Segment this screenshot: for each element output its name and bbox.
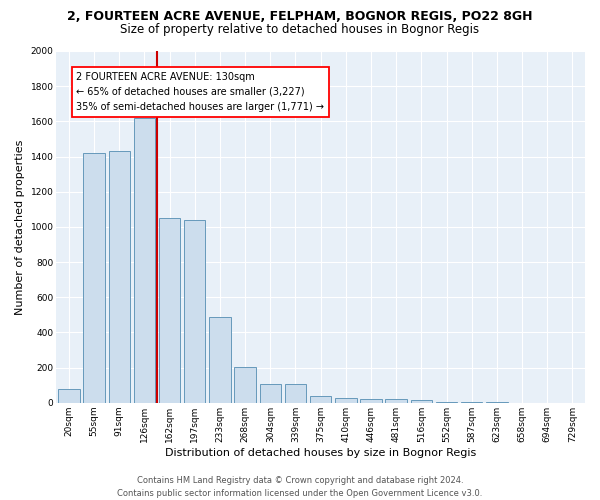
- Bar: [461, 402, 482, 403]
- Bar: [134, 118, 155, 403]
- Bar: [385, 400, 407, 403]
- Bar: [58, 388, 80, 403]
- X-axis label: Distribution of detached houses by size in Bognor Regis: Distribution of detached houses by size …: [165, 448, 476, 458]
- Bar: [83, 153, 105, 403]
- Bar: [184, 220, 205, 403]
- Bar: [285, 384, 306, 403]
- Bar: [361, 400, 382, 403]
- Text: Size of property relative to detached houses in Bognor Regis: Size of property relative to detached ho…: [121, 22, 479, 36]
- Bar: [436, 402, 457, 403]
- Y-axis label: Number of detached properties: Number of detached properties: [15, 139, 25, 314]
- Bar: [209, 316, 230, 403]
- Bar: [260, 384, 281, 403]
- Text: 2, FOURTEEN ACRE AVENUE, FELPHAM, BOGNOR REGIS, PO22 8GH: 2, FOURTEEN ACRE AVENUE, FELPHAM, BOGNOR…: [67, 10, 533, 23]
- Text: Contains HM Land Registry data © Crown copyright and database right 2024.
Contai: Contains HM Land Registry data © Crown c…: [118, 476, 482, 498]
- Bar: [109, 152, 130, 403]
- Bar: [335, 398, 356, 403]
- Text: 2 FOURTEEN ACRE AVENUE: 130sqm
← 65% of detached houses are smaller (3,227)
35% : 2 FOURTEEN ACRE AVENUE: 130sqm ← 65% of …: [76, 72, 325, 112]
- Bar: [410, 400, 432, 403]
- Bar: [310, 396, 331, 403]
- Bar: [159, 218, 181, 403]
- Bar: [235, 366, 256, 403]
